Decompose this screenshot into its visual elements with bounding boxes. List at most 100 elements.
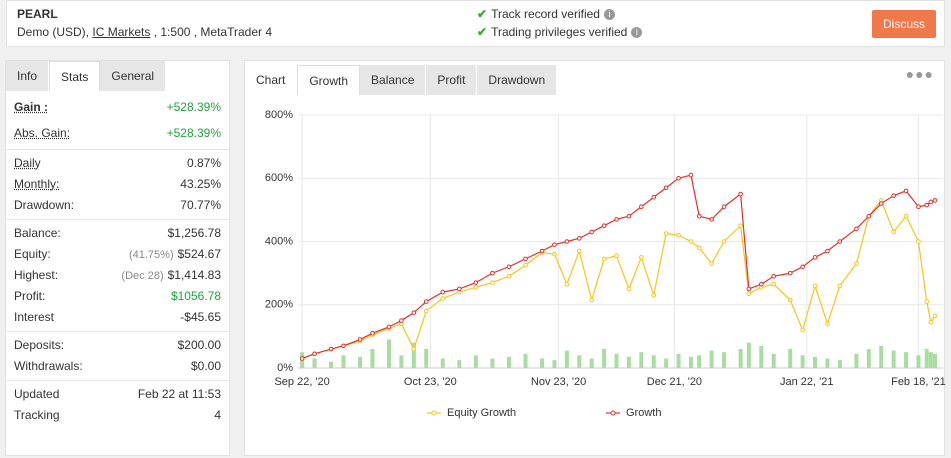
point <box>552 242 557 247</box>
bar <box>358 356 363 368</box>
point <box>370 330 375 336</box>
verification: ✔ Track record verified i <box>477 7 615 21</box>
x-tick-label: Sep 22, '20 <box>274 376 329 388</box>
tab[interactable]: General <box>100 61 167 91</box>
bar <box>639 352 644 368</box>
point <box>878 201 884 206</box>
bar <box>676 353 681 368</box>
stats-value-wrap: +528.39% <box>167 120 221 146</box>
point <box>738 191 743 197</box>
point <box>440 296 446 301</box>
stats-value: $524.67 <box>177 247 221 261</box>
bar <box>709 350 714 368</box>
point <box>746 291 752 296</box>
point <box>299 356 305 361</box>
menu[interactable]: ●●● <box>905 66 934 82</box>
tab[interactable]: Profit <box>426 65 478 95</box>
point <box>825 321 830 327</box>
point <box>328 346 334 352</box>
tab[interactable]: Info <box>6 61 50 91</box>
bar <box>664 358 669 368</box>
stats-row: Gain : +528.39% <box>6 94 229 120</box>
point <box>854 226 859 232</box>
stats-value-wrap: $200.00 <box>178 335 221 356</box>
info-icon[interactable]: i <box>631 26 643 38</box>
bar <box>490 358 495 368</box>
stats-value-wrap: (41.75%) $524.67 <box>129 244 221 265</box>
tab[interactable]: Stats <box>49 61 101 91</box>
point <box>539 248 545 254</box>
bar <box>341 355 346 368</box>
chart-panel: Chart Growth Balance Profit Drawdown ●●● <box>244 60 945 456</box>
point <box>688 172 694 178</box>
stats-panel: Info Stats General Gain : +528.39% Abs. Ga… <box>5 60 230 456</box>
stats-value: $1,414.83 <box>167 268 221 282</box>
stats-row: Balance: $1,256.78 <box>6 223 229 244</box>
point <box>552 251 557 257</box>
legend-swatch <box>610 410 616 416</box>
bar <box>800 355 805 368</box>
point <box>639 204 644 210</box>
point <box>787 297 793 303</box>
point <box>771 273 776 279</box>
point <box>506 273 512 279</box>
bar <box>540 358 545 368</box>
bar <box>552 360 557 368</box>
stats-row: Deposits: $200.00 <box>6 335 229 356</box>
verification: ✔ Trading privileges verified i <box>477 25 643 39</box>
point <box>614 217 619 222</box>
tab[interactable]: Drawdown <box>477 65 558 95</box>
point <box>924 299 930 304</box>
bar <box>387 339 391 368</box>
bar <box>399 355 404 368</box>
bar <box>577 355 582 368</box>
point <box>771 281 776 287</box>
stats-value: 4 <box>214 408 221 422</box>
broker-link[interactable]: IC Markets <box>92 25 151 39</box>
point <box>837 239 843 244</box>
stats-label: Daily <box>14 156 41 170</box>
stats-note: (41.75%) <box>128 249 174 261</box>
bar <box>697 355 702 368</box>
tab[interactable]: Chart <box>245 65 298 95</box>
bar <box>523 353 528 368</box>
y-tick-label: 0% <box>277 362 293 374</box>
bar <box>924 349 929 368</box>
point <box>651 292 657 298</box>
point <box>490 270 495 276</box>
bar <box>813 356 818 368</box>
stats-value-wrap: 0.87% <box>187 153 221 174</box>
system-name: PEARL <box>17 7 58 21</box>
stats-row: Highest: (Dec 28) $1,414.83 <box>6 265 229 286</box>
stats-value: -$45.65 <box>180 310 221 324</box>
point <box>676 175 681 181</box>
point <box>576 248 582 254</box>
tab[interactable]: Growth <box>297 65 361 95</box>
stats-label: Withdrawals: <box>14 359 83 373</box>
stats-value-wrap: (Dec 28) $1,414.83 <box>121 265 221 286</box>
bar <box>916 355 921 368</box>
stats-value: $1056.78 <box>170 289 221 303</box>
series-line <box>301 174 936 360</box>
bar <box>626 356 631 368</box>
info-icon[interactable]: i <box>603 8 615 20</box>
stats-row: Tracking 4 <box>6 405 229 426</box>
bar <box>473 355 478 368</box>
point <box>506 264 512 270</box>
account: Demo (USD), IC Markets , 1:500 , MetaTra… <box>17 25 272 39</box>
stats-label: Gain : <box>14 100 49 114</box>
stats-row: Updated Feb 22 at 11:53 <box>6 384 229 405</box>
point <box>601 223 607 228</box>
point <box>676 232 681 238</box>
point <box>440 289 446 295</box>
tab[interactable]: Balance <box>360 65 427 95</box>
point <box>523 256 528 262</box>
point <box>523 262 528 268</box>
discuss-button[interactable]: Discuss <box>872 10 936 38</box>
point <box>924 202 930 208</box>
bar <box>746 342 751 368</box>
bar <box>933 353 937 368</box>
verification-text: Trading privileges verified <box>491 25 628 39</box>
stats-value: $200.00 <box>177 338 221 352</box>
bar <box>589 358 594 368</box>
